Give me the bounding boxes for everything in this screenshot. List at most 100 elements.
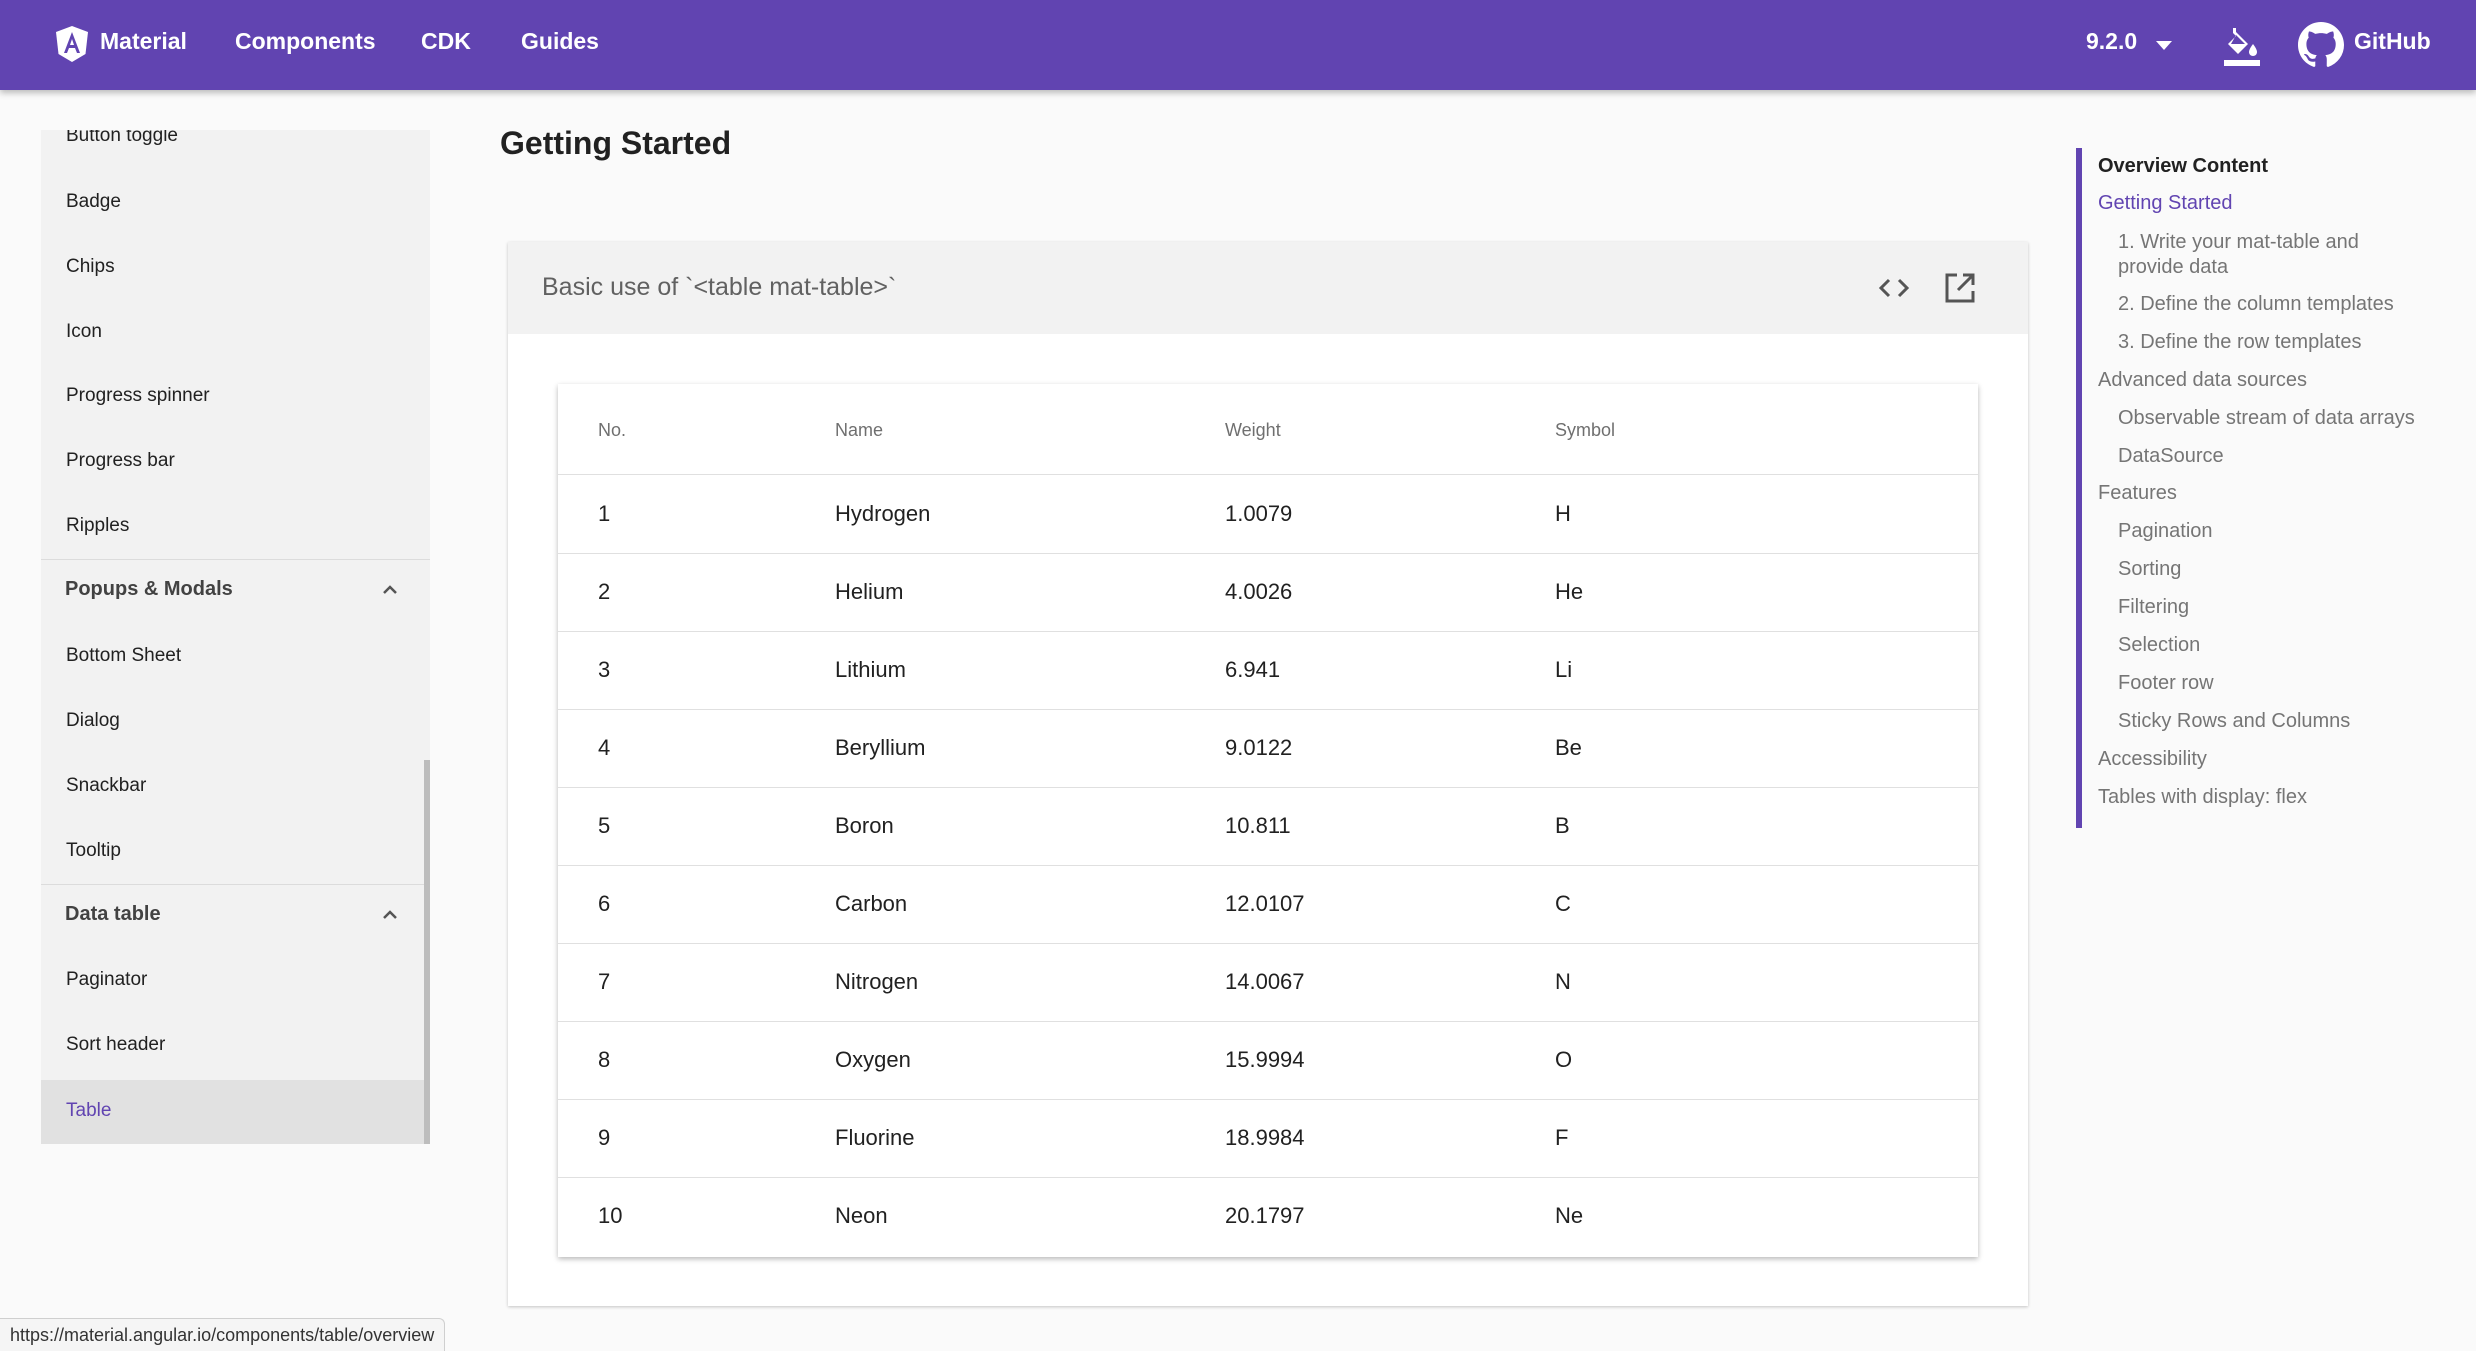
toc-link[interactable]: Pagination [2118,520,2213,542]
sidebar-item-paginator[interactable]: Paginator [66,969,148,990]
toc-link[interactable]: Selection [2118,634,2201,656]
toc-indicator [2076,148,2082,828]
table-of-contents: Overview Content Getting Started 1. Write… [2076,148,2476,828]
version-select[interactable]: 9.2.0 [2086,28,2138,54]
cell-no: 10 [598,1203,623,1228]
cell-symbol: N [1555,969,1571,994]
sidebar-item-table[interactable]: Table [41,1080,430,1144]
column-header-name: Name [835,420,884,440]
table-row: 8 Oxygen 15.9994 O [558,1021,1978,1100]
sidebar-item-progress-spinner[interactable]: Progress spinner [66,385,210,406]
toc-link[interactable]: Getting Started [2098,192,2233,214]
top-toolbar: Material Components CDK Guides 9.2.0 Git… [0,0,2476,90]
cell-name: Oxygen [835,1047,911,1072]
sidebar-item-badge[interactable]: Badge [66,191,121,212]
cell-symbol: C [1555,891,1571,916]
toc-link[interactable]: Accessibility [2098,748,2207,770]
component-sidenav: Button toggle Badge Chips Icon Progress … [41,130,430,1144]
toc-link[interactable]: 1. Write your mat-table and provide data [2118,231,2359,278]
brand-link[interactable]: Material [100,28,187,54]
cell-name: Helium [835,579,904,604]
cell-weight: 20.1797 [1225,1203,1305,1228]
cell-no: 9 [598,1125,611,1150]
sidebar-group-label: Data table [65,903,161,925]
cell-symbol: O [1555,1047,1573,1072]
toc-link[interactable]: 3. Define the row templates [2118,331,2362,353]
cell-weight: 10.811 [1225,813,1291,838]
nav-components[interactable]: Components [235,28,376,54]
cell-weight: 12.0107 [1225,891,1305,916]
sidebar-scrollbar[interactable] [424,760,430,1144]
cell-weight: 6.941 [1225,657,1281,682]
example-header: Basic use of `<table mat-table>` [508,242,2028,334]
sidebar-group-data-table[interactable]: Data table [41,884,430,947]
example-title: Basic use of `<table mat-table>` [542,273,897,301]
chevron-up-icon[interactable] [380,905,400,925]
sidebar-item-snackbar[interactable]: Snackbar [66,775,147,796]
cell-weight: 4.0026 [1225,579,1293,604]
format-color-fill-icon[interactable] [2222,24,2262,68]
cell-symbol: He [1555,579,1584,604]
arrow-drop-down-icon[interactable] [2156,41,2172,50]
table-row: 1 Hydrogen 1.0079 H [558,475,1978,554]
sidebar-item-dialog[interactable]: Dialog [66,710,120,731]
toc-link[interactable]: Observable stream of data arrays [2118,407,2415,429]
cell-name: Carbon [835,891,908,916]
toc-link[interactable]: Sticky Rows and Columns [2118,710,2351,732]
cell-symbol: Li [1555,657,1573,682]
chevron-up-icon[interactable] [380,580,400,600]
column-header-symbol: Symbol [1555,420,1616,440]
code-icon[interactable] [1876,270,1912,306]
sidebar-item-chips[interactable]: Chips [66,256,115,277]
angular-logo-icon[interactable] [52,24,92,64]
cell-no: 6 [598,891,611,916]
table-row: 7 Nitrogen 14.0067 N [558,943,1978,1022]
cell-symbol: H [1555,501,1571,526]
table-row: 3 Lithium 6.941 Li [558,631,1978,710]
example-viewer: Basic use of `<table mat-table>` No. Nam… [508,242,2028,1306]
cell-weight: 9.0122 [1225,735,1293,760]
toc-link[interactable]: Features [2098,482,2177,504]
cell-weight: 14.0067 [1225,969,1305,994]
sidebar-item-icon[interactable]: Icon [66,321,102,342]
cell-name: Boron [835,813,894,838]
table-row: 4 Beryllium 9.0122 Be [558,709,1978,788]
cell-weight: 15.9994 [1225,1047,1305,1072]
sidebar-item-progress-bar[interactable]: Progress bar [66,450,175,471]
sidebar-item-tooltip[interactable]: Tooltip [66,840,121,861]
sidebar-item-label: Table [66,1100,112,1121]
github-icon[interactable] [2298,22,2344,68]
page-title: Getting Started [500,125,732,161]
table-row: 2 Helium 4.0026 He [558,553,1978,632]
sidebar-group-popups-modals[interactable]: Popups & Modals [41,559,430,622]
toc-link[interactable]: Sorting [2118,558,2182,580]
cell-no: 8 [598,1047,611,1072]
toc-link[interactable]: 2. Define the column templates [2118,293,2394,315]
column-header-no: No. [598,420,627,440]
sidebar-item-bottom-sheet[interactable]: Bottom Sheet [66,645,182,666]
cell-symbol: Be [1555,735,1582,760]
link-status-bar: https://material.angular.io/components/t… [0,1318,446,1351]
cell-no: 1 [598,501,611,526]
toc-link[interactable]: Advanced data sources [2098,369,2308,391]
table-row: 9 Fluorine 18.9984 F [558,1099,1978,1178]
toc-link[interactable]: Filtering [2118,596,2190,618]
cell-no: 5 [598,813,611,838]
sidebar-item-ripples[interactable]: Ripples [66,515,130,536]
toc-link[interactable]: DataSource [2118,445,2224,467]
nav-guides[interactable]: Guides [521,28,599,54]
cell-no: 3 [598,657,611,682]
sidebar-item-button-toggle[interactable]: Button toggle [66,130,178,146]
cell-symbol: F [1555,1125,1569,1150]
sidebar-item-sort-header[interactable]: Sort header [66,1034,166,1055]
open-in-new-icon[interactable] [1942,270,1978,306]
toc-link[interactable]: Footer row [2118,672,2214,694]
nav-cdk[interactable]: CDK [421,28,471,54]
cell-name: Fluorine [835,1125,915,1150]
table-header-row: No. Name Weight Symbol [558,384,1978,475]
cell-no: 4 [598,735,611,760]
toc-link[interactable]: Tables with display: flex [2098,786,2307,808]
cell-name: Lithium [835,657,906,682]
github-link[interactable]: GitHub [2354,28,2431,54]
cell-name: Beryllium [835,735,926,760]
